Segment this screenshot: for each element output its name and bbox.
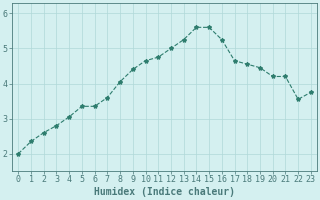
X-axis label: Humidex (Indice chaleur): Humidex (Indice chaleur) (94, 187, 235, 197)
